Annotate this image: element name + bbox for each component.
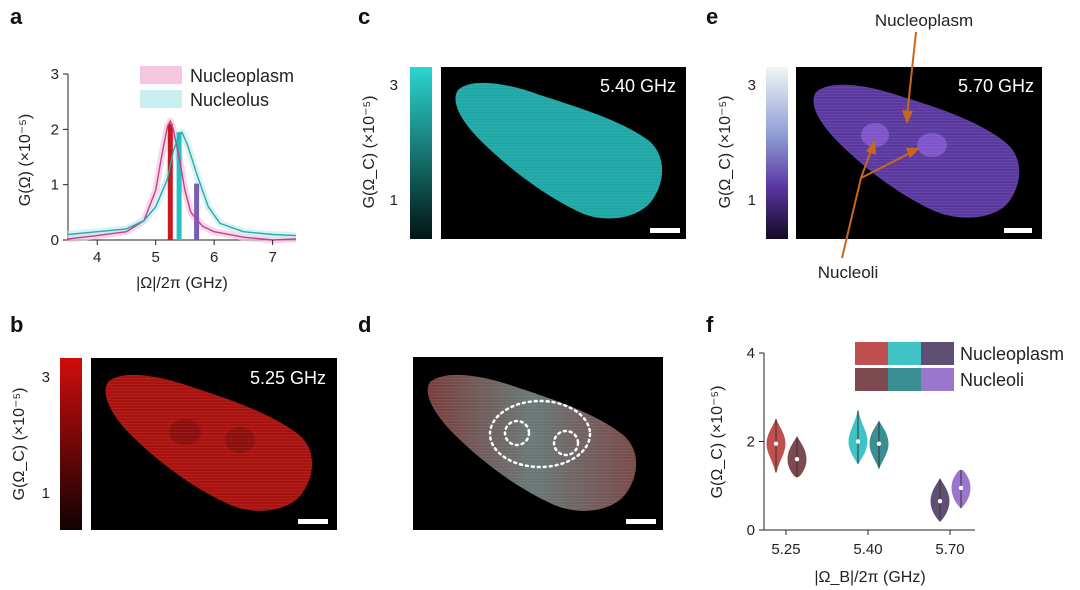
x-tick-label-f: 5.70 (935, 541, 964, 558)
y-tick-label: 0 (51, 232, 59, 249)
image-d (413, 357, 663, 530)
colorbar-e-tick-bottom: 1 (748, 192, 756, 209)
violin-median-dot (855, 439, 861, 444)
x-axis-label-a: |Ω|/2π (GHz) (136, 275, 228, 292)
arrowhead-nucleoli-2 (906, 148, 920, 158)
legend-f-nucleoli-525 (855, 368, 888, 391)
x-axis-label-f: |Ω_B|/2π (GHz) (814, 569, 925, 586)
violin-median-dot (937, 499, 943, 504)
annotation-nucleoplasm: Nucleoplasm (875, 11, 973, 30)
x-tick-label-f: 5.25 (771, 541, 800, 558)
colorbar-c-tick-top: 3 (390, 77, 398, 94)
colorbar-c-gradient (410, 67, 432, 239)
x-tick-label-f: 5.40 (853, 541, 882, 558)
frequency-label-e: 5.70 GHz (958, 76, 1034, 96)
frequency-label-c: 5.40 GHz (600, 76, 676, 96)
frequency-bar-2 (194, 183, 200, 240)
y-tick-label-f: 0 (747, 522, 755, 539)
frequency-label-b: 5.25 GHz (250, 368, 326, 388)
cell-texture-b (105, 374, 313, 511)
cell-texture-c (455, 82, 663, 219)
frequency-bar-0 (167, 123, 173, 240)
panel-label-e: e (706, 4, 718, 29)
y-tick-label: 3 (51, 66, 59, 83)
colorbar-e-tick-top: 3 (748, 77, 756, 94)
image-c: 5.40 GHz (441, 67, 686, 239)
legend-f-nucleoplasm-540 (888, 342, 921, 365)
colorbar-c-tick-bottom: 1 (390, 192, 398, 209)
legend-f-nucleoli-540 (888, 368, 921, 391)
y-tick-label-f: 4 (747, 345, 755, 362)
arrow-nucleoli-2 (860, 151, 913, 179)
nucleolus-2-outline-dotted (552, 429, 580, 457)
annotation-nucleoli: Nucleoli (818, 263, 878, 282)
violin-median-dot (794, 457, 800, 462)
nucleus-outline-dotted (488, 399, 592, 469)
series-line-nucleoplasm (67, 120, 297, 241)
nucleolus-1-outline-dotted (503, 419, 531, 447)
scale-bar-b (298, 519, 328, 524)
image-e: 5.70 GHz Nucleoplasm Nucleoli (796, 11, 1042, 282)
legend-label-nucleoplasm: Nucleoplasm (190, 66, 294, 86)
colorbar-c-label: G(Ω_C) (×10⁻⁵) (361, 96, 378, 209)
y-tick-label-f: 2 (747, 434, 755, 451)
colorbar-e: 3 1 G(Ω_C) (×10⁻⁵) (717, 67, 788, 239)
series-line-nucleolus (67, 131, 297, 237)
legend-f-nucleoplasm-525 (855, 342, 888, 365)
colorbar-b-gradient (60, 358, 82, 530)
panel-label-a: a (10, 4, 23, 29)
colorbar-b: 3 1 G(Ω_C) (×10⁻⁵) (11, 358, 82, 530)
colorbar-b-tick-bottom: 1 (42, 485, 50, 502)
panel-label-f: f (706, 312, 714, 337)
colorbar-c: 3 1 G(Ω_C) (×10⁻⁵) (361, 67, 432, 239)
violin-median-dot (958, 485, 964, 491)
x-tick-label: 6 (210, 249, 218, 266)
y-tick-label: 2 (51, 121, 59, 138)
scale-bar-e (1004, 228, 1032, 233)
legend-f-nucleoplasm-570 (921, 342, 954, 365)
arrowhead-nucleoplasm (902, 110, 913, 124)
y-tick-label: 1 (51, 177, 59, 194)
violin-median-dot (876, 441, 882, 446)
x-tick-label: 7 (268, 249, 276, 266)
legend-label-f-nucleoli: Nucleoli (960, 370, 1024, 390)
y-axis-label-a: G(Ω) (×10⁻⁵) (17, 114, 34, 206)
violin-median-dot (773, 441, 779, 446)
x-tick-label: 4 (93, 249, 101, 266)
legend-label-f-nucleoplasm: Nucleoplasm (960, 344, 1064, 364)
panel-label-d: d (358, 312, 371, 337)
arrow-nucleoli-stem (841, 177, 862, 259)
colorbar-b-label: G(Ω_C) (×10⁻⁵) (11, 388, 28, 501)
panel-label-c: c (358, 4, 370, 29)
legend-f-nucleoli-570 (921, 368, 954, 391)
image-b: 5.25 GHz (91, 358, 337, 530)
y-axis-label-f: G(Ω_C) (×10⁻⁵) (709, 386, 726, 499)
panel-label-b: b (10, 312, 23, 337)
scale-bar-c (650, 228, 680, 233)
spectrum-chart: Nucleoplasm Nucleolus |Ω|/2π (GHz) G(Ω) … (17, 66, 297, 292)
legend-swatch-nucleoplasm (140, 66, 182, 84)
arrow-nucleoplasm (906, 31, 917, 117)
scale-bar-d (626, 519, 656, 524)
legend-label-nucleolus: Nucleolus (190, 90, 269, 110)
arrowhead-nucleoli-1 (866, 140, 876, 155)
arrow-nucleoli-1 (860, 147, 873, 179)
violin-chart: |Ω_B|/2π (GHz) G(Ω_C) (×10⁻⁵) Nucleoplas… (709, 342, 1064, 586)
x-tick-label: 5 (152, 249, 160, 266)
frequency-bar-1 (176, 132, 182, 240)
colorbar-e-label: G(Ω_C) (×10⁻⁵) (717, 96, 734, 209)
colorbar-e-gradient (766, 67, 788, 239)
cell-texture-d (427, 374, 637, 511)
legend-swatch-nucleolus (140, 90, 182, 108)
colorbar-b-tick-top: 3 (42, 369, 50, 386)
